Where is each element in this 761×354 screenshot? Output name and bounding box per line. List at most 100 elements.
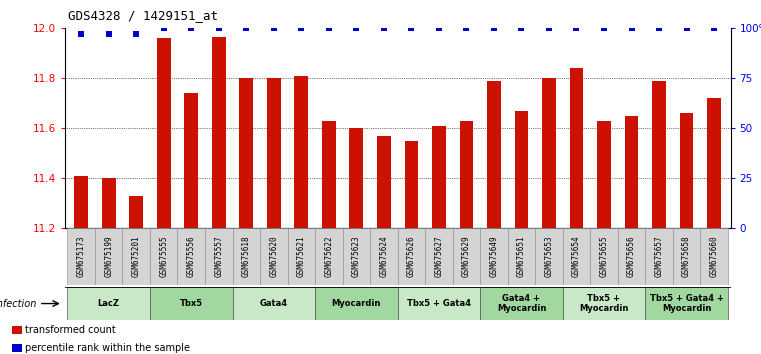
Bar	[233, 228, 260, 285]
Text: GSM675557: GSM675557	[215, 236, 223, 278]
Text: GSM675627: GSM675627	[435, 236, 444, 278]
Bar	[542, 78, 556, 354]
Text: GSM675660: GSM675660	[709, 236, 718, 278]
Bar	[569, 68, 584, 354]
Bar	[267, 78, 281, 354]
Bar	[315, 287, 397, 320]
Bar	[12, 326, 22, 334]
Point	[240, 25, 253, 31]
Text: GSM675653: GSM675653	[544, 236, 553, 278]
Point	[295, 25, 307, 31]
Point	[158, 25, 170, 31]
Bar	[315, 228, 342, 285]
Text: GSM675657: GSM675657	[654, 236, 664, 278]
Text: percentile rank within the sample: percentile rank within the sample	[25, 343, 190, 353]
Point	[130, 32, 142, 37]
Text: LacZ: LacZ	[97, 299, 119, 308]
Bar	[487, 81, 501, 354]
Point	[75, 32, 88, 37]
Bar	[652, 81, 666, 354]
Bar	[233, 287, 315, 320]
Bar	[597, 121, 611, 354]
Text: Tbx5 + Gata4 +
Myocardin: Tbx5 + Gata4 + Myocardin	[650, 294, 724, 313]
Bar	[700, 228, 728, 285]
Text: infection: infection	[0, 298, 37, 309]
Point	[323, 25, 335, 31]
Bar	[95, 228, 123, 285]
Text: GSM675626: GSM675626	[407, 236, 416, 278]
Text: GSM675624: GSM675624	[380, 236, 388, 278]
Bar	[453, 228, 480, 285]
Text: GSM675655: GSM675655	[600, 236, 609, 278]
Point	[185, 25, 197, 31]
Text: GSM675173: GSM675173	[77, 236, 86, 278]
Text: GSM675654: GSM675654	[572, 236, 581, 278]
Point	[488, 25, 500, 31]
Bar	[562, 228, 591, 285]
Bar	[288, 228, 315, 285]
Bar	[625, 116, 638, 354]
Text: GDS4328 / 1429151_at: GDS4328 / 1429151_at	[68, 9, 218, 22]
Text: GSM675651: GSM675651	[517, 236, 526, 278]
Bar	[205, 228, 233, 285]
Bar	[102, 178, 116, 354]
Bar	[405, 141, 419, 354]
Text: GSM675623: GSM675623	[352, 236, 361, 278]
Bar	[514, 111, 528, 354]
Text: Gata4 +
Myocardin: Gata4 + Myocardin	[497, 294, 546, 313]
Bar	[397, 287, 480, 320]
Text: GSM675201: GSM675201	[132, 236, 141, 278]
Bar	[480, 228, 508, 285]
Bar	[295, 76, 308, 354]
Point	[653, 25, 665, 31]
Point	[212, 25, 224, 31]
Text: GSM675658: GSM675658	[682, 236, 691, 278]
Point	[103, 32, 115, 37]
Text: Gata4: Gata4	[260, 299, 288, 308]
Bar	[240, 78, 253, 354]
Point	[350, 25, 362, 31]
Point	[598, 25, 610, 31]
Bar	[75, 176, 88, 354]
Point	[626, 25, 638, 31]
Bar	[68, 287, 150, 320]
Text: Myocardin: Myocardin	[332, 299, 381, 308]
Bar	[535, 228, 562, 285]
Point	[377, 25, 390, 31]
Point	[406, 25, 418, 31]
Bar	[645, 287, 728, 320]
Text: transformed count: transformed count	[25, 325, 116, 335]
Bar	[480, 287, 562, 320]
Text: GSM675618: GSM675618	[242, 236, 251, 278]
Bar	[260, 228, 288, 285]
Bar	[673, 228, 700, 285]
Text: GSM675555: GSM675555	[159, 236, 168, 278]
Bar	[645, 228, 673, 285]
Text: GSM675656: GSM675656	[627, 236, 636, 278]
Point	[571, 25, 583, 31]
Bar	[618, 228, 645, 285]
Point	[515, 25, 527, 31]
Text: Tbx5 +
Myocardin: Tbx5 + Myocardin	[579, 294, 629, 313]
Bar	[150, 228, 177, 285]
Point	[680, 25, 693, 31]
Bar	[349, 129, 363, 354]
Text: GSM675620: GSM675620	[269, 236, 279, 278]
Bar	[508, 228, 535, 285]
Text: Tbx5: Tbx5	[180, 299, 203, 308]
Bar	[377, 136, 390, 354]
Bar	[184, 93, 198, 354]
Bar	[68, 228, 95, 285]
Point	[460, 25, 473, 31]
Bar	[680, 113, 693, 354]
Bar	[129, 196, 143, 354]
Bar	[591, 228, 618, 285]
Bar	[123, 228, 150, 285]
Bar	[342, 228, 370, 285]
Bar	[562, 287, 645, 320]
Text: Tbx5 + Gata4: Tbx5 + Gata4	[407, 299, 471, 308]
Bar	[157, 38, 170, 354]
Bar	[150, 287, 233, 320]
Point	[433, 25, 445, 31]
Point	[268, 25, 280, 31]
